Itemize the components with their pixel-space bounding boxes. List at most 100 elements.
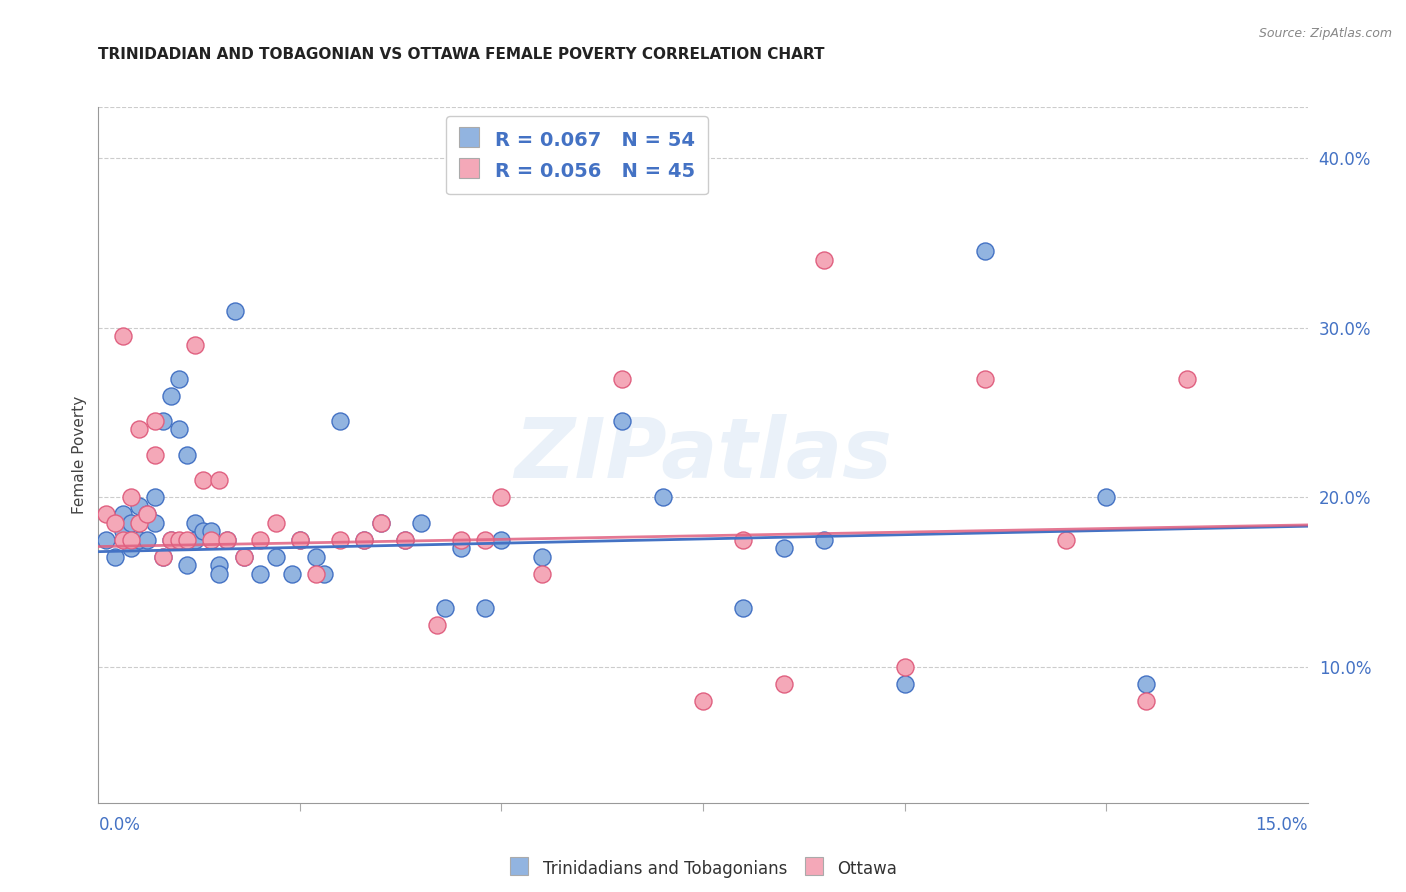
Point <box>120 533 142 547</box>
Point <box>111 508 134 522</box>
Point <box>96 533 118 547</box>
Point <box>612 371 634 385</box>
Point <box>426 617 449 632</box>
Point <box>474 600 496 615</box>
Point <box>651 491 673 505</box>
Point <box>281 566 304 581</box>
Point <box>176 533 198 547</box>
Point <box>167 422 190 436</box>
Point <box>160 388 183 402</box>
Point <box>208 566 231 581</box>
Point <box>329 414 352 428</box>
Point <box>120 541 142 556</box>
Point <box>152 549 174 564</box>
Point <box>135 533 157 547</box>
Point <box>143 414 166 428</box>
Point <box>217 533 239 547</box>
Text: 15.0%: 15.0% <box>1256 816 1308 834</box>
Text: ZIPatlas: ZIPatlas <box>515 415 891 495</box>
Point <box>120 516 142 530</box>
Point <box>612 414 634 428</box>
Point <box>1095 491 1118 505</box>
Point <box>111 533 134 547</box>
Point <box>193 524 215 539</box>
Point <box>103 549 125 564</box>
Point <box>184 337 207 351</box>
Point <box>200 533 222 547</box>
Point <box>128 516 150 530</box>
Point <box>893 660 915 674</box>
Point <box>1135 677 1157 691</box>
Point <box>370 516 392 530</box>
Point <box>128 499 150 513</box>
Point <box>530 566 553 581</box>
Point <box>167 533 190 547</box>
Point <box>370 516 392 530</box>
Point <box>208 558 231 573</box>
Point <box>530 549 553 564</box>
Point <box>1054 533 1077 547</box>
Point <box>1175 371 1198 385</box>
Point <box>288 533 311 547</box>
Point <box>232 549 254 564</box>
Point <box>733 533 755 547</box>
Point <box>394 533 416 547</box>
Text: Source: ZipAtlas.com: Source: ZipAtlas.com <box>1258 27 1392 40</box>
Point <box>184 516 207 530</box>
Point <box>249 566 271 581</box>
Point <box>249 533 271 547</box>
Point <box>208 474 231 488</box>
Point <box>120 491 142 505</box>
Y-axis label: Female Poverty: Female Poverty <box>72 396 87 514</box>
Point <box>434 600 457 615</box>
Point <box>143 491 166 505</box>
Point <box>152 549 174 564</box>
Point <box>111 329 134 343</box>
Point <box>200 524 222 539</box>
Point <box>128 422 150 436</box>
Point <box>143 516 166 530</box>
Point <box>193 474 215 488</box>
Point <box>692 694 714 708</box>
Legend: Trinidadians and Tobagonians, Ottawa: Trinidadians and Tobagonians, Ottawa <box>502 851 904 885</box>
Point <box>184 533 207 547</box>
Point <box>450 533 472 547</box>
Point <box>893 677 915 691</box>
Point <box>143 448 166 462</box>
Point <box>264 516 287 530</box>
Point <box>305 549 328 564</box>
Point <box>772 677 794 691</box>
Text: TRINIDADIAN AND TOBAGONIAN VS OTTAWA FEMALE POVERTY CORRELATION CHART: TRINIDADIAN AND TOBAGONIAN VS OTTAWA FEM… <box>98 47 825 62</box>
Point <box>974 244 997 259</box>
Text: 0.0%: 0.0% <box>98 816 141 834</box>
Point <box>176 448 198 462</box>
Point <box>135 508 157 522</box>
Point <box>264 549 287 564</box>
Point <box>491 491 513 505</box>
Point <box>1135 694 1157 708</box>
Point <box>111 524 134 539</box>
Point <box>813 252 835 267</box>
Point <box>305 566 328 581</box>
Point <box>353 533 375 547</box>
Point <box>217 533 239 547</box>
Point <box>813 533 835 547</box>
Point <box>288 533 311 547</box>
Point <box>103 516 125 530</box>
Point <box>409 516 432 530</box>
Point <box>491 533 513 547</box>
Point <box>96 508 118 522</box>
Point <box>232 549 254 564</box>
Point <box>353 533 375 547</box>
Point <box>224 303 246 318</box>
Point <box>152 414 174 428</box>
Point <box>450 541 472 556</box>
Point <box>974 371 997 385</box>
Point <box>160 533 183 547</box>
Point <box>733 600 755 615</box>
Point <box>314 566 336 581</box>
Point <box>135 508 157 522</box>
Point <box>176 558 198 573</box>
Point <box>474 533 496 547</box>
Point <box>167 371 190 385</box>
